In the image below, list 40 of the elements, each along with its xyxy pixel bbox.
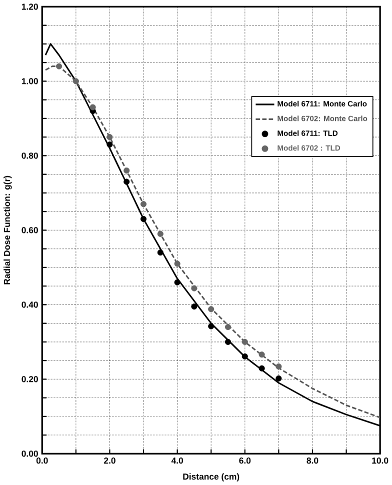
point	[72, 78, 79, 84]
point	[224, 324, 231, 330]
point	[90, 104, 96, 110]
point	[123, 178, 130, 185]
y-tick-label: 0.60	[22, 227, 38, 234]
y-tick-label: 0.00	[22, 450, 38, 457]
point	[242, 338, 248, 345]
y-tick-label: 0.80	[22, 152, 38, 159]
y-tick-label: 1.00	[22, 78, 38, 84]
point	[276, 363, 282, 370]
point	[174, 260, 180, 267]
x-axis-title: Distance (cm)	[183, 473, 240, 482]
x-tick-label: 4.0	[171, 458, 183, 464]
point	[174, 279, 180, 286]
point	[208, 306, 214, 312]
point	[191, 303, 198, 310]
point	[224, 338, 231, 345]
point	[140, 201, 146, 208]
x-tick-label: 6.0	[239, 458, 251, 464]
x-tick-label: 10.0	[372, 458, 388, 464]
point	[208, 323, 214, 330]
y-tick-label: 1.20	[22, 4, 38, 10]
y-axis-title: Radial Dose Function: g(r)	[4, 176, 12, 284]
point	[276, 375, 282, 382]
point	[157, 249, 164, 256]
y-tick-label: 0.40	[22, 302, 38, 308]
point	[191, 285, 198, 292]
x-tick-label: 2.0	[104, 458, 116, 464]
point	[140, 216, 146, 222]
point	[258, 352, 265, 358]
point	[56, 63, 62, 70]
x-tick-label: 0.0	[36, 458, 48, 464]
point	[258, 365, 265, 372]
point	[106, 134, 113, 140]
point	[242, 353, 248, 360]
y-tick-label: 0.20	[22, 376, 38, 382]
point	[157, 230, 164, 237]
point	[106, 141, 113, 148]
point	[123, 168, 130, 174]
x-tick-label: 8.0	[306, 458, 318, 464]
